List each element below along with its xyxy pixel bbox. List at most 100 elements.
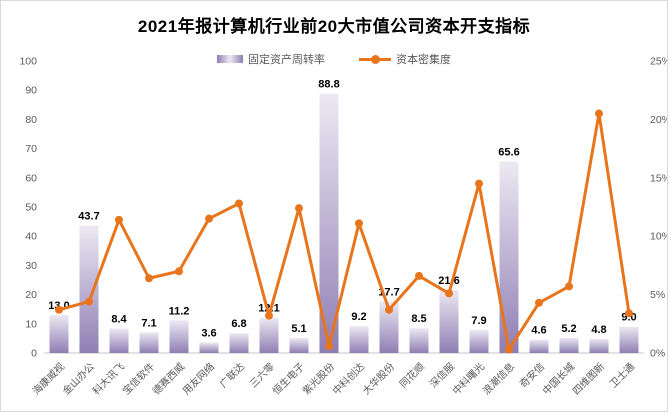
left-axis-tick-label: 80 — [25, 114, 37, 126]
bar-浪潮信息 — [499, 161, 519, 353]
x-axis-category-label: 广联达 — [217, 361, 247, 391]
x-axis-category-label: 中科创达 — [330, 360, 367, 397]
x-axis-category-label: 紫光股份 — [300, 360, 337, 397]
chart-title: 2021年报计算机行业前20大市值公司资本开支指标 — [137, 17, 531, 36]
x-axis-category-label: 宝信软件 — [120, 360, 157, 397]
bar-value-label: 5.1 — [291, 323, 306, 335]
bar-奇安信 — [529, 339, 549, 353]
bar-value-label: 88.8 — [318, 79, 339, 91]
bar-紫光股份 — [319, 93, 339, 353]
line-marker-中国长城 — [565, 282, 573, 291]
legend-item-capital-intensity: 资本密集度 — [359, 51, 451, 67]
bar-value-label: 9.2 — [351, 311, 366, 323]
bar-恒生电子 — [289, 338, 309, 353]
bar-深信服 — [439, 289, 459, 353]
x-axis-category-label: 卫士通 — [607, 360, 637, 390]
x-axis-category-label: 四维图新 — [570, 360, 607, 397]
line-marker-科大讯飞 — [115, 215, 123, 224]
x-axis-category-label: 德赛西威 — [150, 360, 187, 397]
line-marker-奇安信 — [535, 298, 543, 307]
chart-legend: 固定资产周转率 资本密集度 — [1, 51, 667, 67]
line-series-swatch-icon — [359, 54, 391, 64]
line-marker-德赛西威 — [175, 267, 183, 276]
x-axis-category-label: 中国长城 — [540, 360, 577, 397]
x-axis-category-label: 深信服 — [427, 361, 457, 391]
bar-value-label: 5.2 — [561, 323, 576, 335]
line-marker-用友网络 — [205, 214, 213, 223]
line-marker-宝信软件 — [145, 274, 153, 283]
left-axis-tick-label: 50 — [25, 202, 37, 214]
capital-intensity-line — [57, 112, 631, 351]
x-axis-category-label: 中科曙光 — [450, 360, 487, 397]
right-axis-tick-label: 20% — [650, 114, 668, 126]
bar-value-label: 7.9 — [471, 315, 486, 327]
line-marker-金山办公 — [85, 297, 93, 306]
left-axis-tick-label: 60 — [25, 172, 37, 184]
bar-三六零 — [259, 317, 279, 353]
right-axis-tick-label: 25% — [650, 56, 668, 68]
line-marker-中科创达 — [355, 219, 363, 228]
line-marker-广联达 — [235, 199, 243, 208]
bar-大华股份 — [379, 301, 399, 353]
bar-卫士通 — [619, 326, 639, 353]
bar-value-label: 11.2 — [169, 305, 190, 317]
bar-value-label: 7.1 — [141, 317, 156, 329]
bar-中科创达 — [349, 326, 369, 353]
bar-value-label: 4.6 — [531, 325, 546, 337]
bar-德赛西威 — [169, 320, 189, 353]
left-axis-tick-label: 10 — [25, 318, 37, 330]
bar-series-swatch-icon — [217, 55, 243, 63]
x-axis-category-label: 同花顺 — [397, 360, 427, 390]
bar-value-label: 21.6 — [438, 275, 459, 287]
right-axis-tick-label: 15% — [650, 172, 668, 184]
bar-value-label: 43.7 — [78, 210, 99, 222]
bar-value-label: 9.0 — [621, 312, 636, 324]
bar-value-label: 8.4 — [111, 313, 127, 325]
x-axis-category-label: 浪潮信息 — [480, 360, 517, 397]
bar-value-label: 65.6 — [498, 146, 519, 158]
bar-海康威视 — [49, 315, 69, 353]
bar-用友网络 — [199, 342, 219, 353]
bar-中科曙光 — [469, 329, 489, 353]
left-axis-tick-label: 40 — [25, 231, 37, 243]
legend-label-bar-series: 固定资产周转率 — [248, 54, 325, 66]
bar-value-label: 8.5 — [411, 313, 426, 325]
line-marker-dot-icon — [371, 54, 380, 64]
legend-label-line-series: 资本密集度 — [396, 54, 451, 66]
bar-value-label: 6.8 — [231, 318, 246, 330]
line-marker-紫光股份 — [325, 341, 333, 350]
left-axis-tick-label: 90 — [25, 85, 37, 97]
x-axis-category-label: 大华股份 — [360, 360, 397, 397]
x-axis-category-label: 金山办公 — [60, 360, 97, 397]
bar-value-label: 12.1 — [258, 303, 279, 315]
x-axis-category-label: 恒生电子 — [270, 360, 307, 397]
left-axis-tick-label: 70 — [25, 143, 37, 155]
bar-金山办公 — [79, 225, 99, 353]
line-marker-四维图新 — [595, 109, 603, 118]
x-axis-category-label: 三六零 — [247, 361, 277, 391]
left-axis-tick-label: 30 — [25, 260, 37, 272]
left-axis-tick-label: 20 — [25, 289, 37, 301]
line-marker-浪潮信息 — [505, 345, 513, 354]
bar-广联达 — [229, 333, 249, 353]
bar-科大讯飞 — [109, 328, 129, 353]
line-marker-恒生电子 — [295, 204, 303, 213]
bar-value-label: 3.6 — [201, 327, 216, 339]
x-axis-category-label: 海康威视 — [30, 360, 67, 397]
bar-同花顺 — [409, 328, 429, 353]
line-marker-海康威视 — [55, 305, 63, 314]
line-marker-大华股份 — [385, 305, 393, 314]
right-axis-tick-label: 0% — [650, 348, 665, 360]
x-axis-category-label: 奇安信 — [517, 360, 547, 390]
line-marker-中科曙光 — [475, 179, 483, 188]
legend-item-fixed-asset-turnover: 固定资产周转率 — [217, 51, 325, 67]
left-axis-tick-label: 0 — [31, 348, 37, 360]
right-axis-tick-label: 10% — [650, 231, 668, 243]
x-axis-category-label: 用友网络 — [180, 360, 217, 397]
line-marker-深信服 — [445, 289, 453, 298]
bar-宝信软件 — [139, 332, 159, 353]
left-axis-tick-label: 100 — [19, 56, 37, 68]
line-marker-卫士通 — [625, 309, 633, 318]
